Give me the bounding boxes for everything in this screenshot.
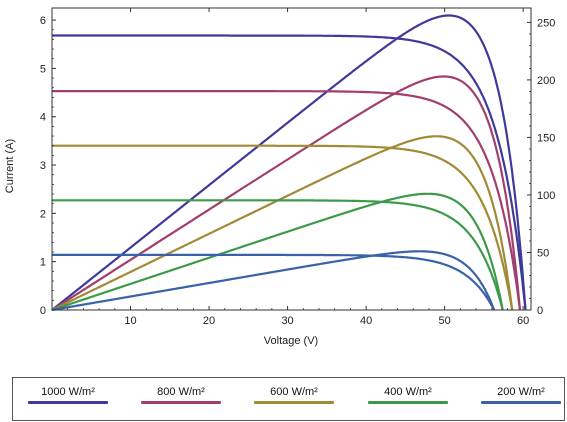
y-left-tick-label: 0 bbox=[40, 305, 46, 317]
iv-curve-4 bbox=[51, 253, 496, 311]
pv-curve-2 bbox=[51, 135, 514, 311]
x-tick-label: 40 bbox=[360, 315, 372, 327]
y-right-tick-label: 0 bbox=[537, 305, 543, 317]
iv-curve-0 bbox=[51, 34, 527, 311]
plot-frame bbox=[51, 7, 532, 311]
legend-swatch bbox=[254, 401, 334, 404]
y-left-tick-label: 1 bbox=[40, 257, 46, 269]
y-left-tick-label: 5 bbox=[40, 63, 46, 75]
iv-curve-1 bbox=[51, 89, 522, 311]
x-tick-label: 10 bbox=[124, 315, 136, 327]
pv-curve-4 bbox=[51, 250, 496, 312]
y-left-tick-label: 2 bbox=[40, 208, 46, 220]
legend-item: 600 W/m² bbox=[249, 385, 339, 404]
pv-curve-3 bbox=[51, 192, 504, 312]
iv-curve-3 bbox=[51, 199, 504, 311]
legend-item: 400 W/m² bbox=[363, 385, 453, 404]
legend-label: 1000 W/m² bbox=[41, 386, 95, 398]
y-right-tick-label: 50 bbox=[537, 247, 549, 259]
y-left-tick-label: 4 bbox=[40, 112, 46, 124]
x-tick-label: 50 bbox=[438, 315, 450, 327]
x-axis-label: Voltage (V) bbox=[264, 335, 318, 347]
legend-label: 200 W/m² bbox=[497, 386, 545, 398]
y-right-tick-label: 150 bbox=[537, 132, 555, 144]
legend-swatch bbox=[28, 401, 108, 404]
legend-item: 800 W/m² bbox=[136, 385, 226, 404]
legend-label: 800 W/m² bbox=[157, 386, 205, 398]
y-left-tick-label: 3 bbox=[40, 160, 46, 172]
y-right-tick-label: 100 bbox=[537, 190, 555, 202]
series-layer bbox=[51, 14, 527, 312]
legend-label: 400 W/m² bbox=[384, 386, 432, 398]
pv-curve-0 bbox=[51, 14, 527, 311]
x-tick-label: 60 bbox=[517, 315, 529, 327]
y-right-tick-label: 250 bbox=[537, 17, 555, 29]
pv-curve-1 bbox=[51, 75, 522, 311]
y-axis-label: Current (A) bbox=[4, 139, 16, 193]
x-tick-label: 20 bbox=[203, 315, 215, 327]
y-right-tick-label: 200 bbox=[537, 75, 555, 87]
legend-item: 200 W/m² bbox=[476, 385, 566, 404]
y-left-tick-label: 6 bbox=[40, 15, 46, 27]
x-tick-label: 30 bbox=[281, 315, 293, 327]
legend-item: 1000 W/m² bbox=[23, 385, 113, 404]
iv-curve-2 bbox=[51, 144, 514, 311]
legend-label: 600 W/m² bbox=[270, 386, 318, 398]
legend: 1000 W/m² 800 W/m² 600 W/m² 400 W/m² 200 W/m… bbox=[12, 377, 565, 421]
legend-swatch bbox=[141, 401, 221, 404]
legend-swatch bbox=[368, 401, 448, 404]
legend-swatch bbox=[481, 401, 561, 404]
